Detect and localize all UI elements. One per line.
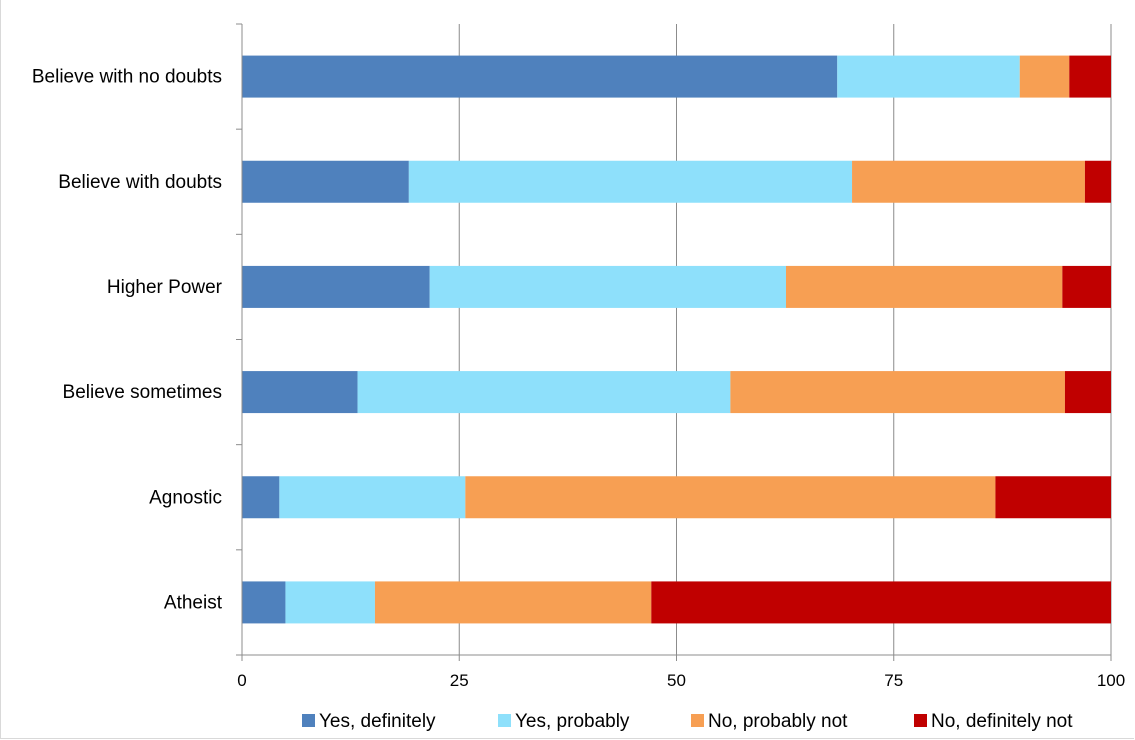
- bar-segment: [242, 160, 409, 203]
- category-label: Believe sometimes: [63, 382, 222, 403]
- bar-segment: [995, 476, 1111, 519]
- bar-segment: [242, 55, 838, 98]
- x-tick-label: 25: [450, 671, 469, 690]
- category-labels: Believe with no doubts Believe with doubt…: [32, 67, 223, 614]
- bar-segment: [785, 265, 1063, 308]
- x-tick-label: 75: [884, 671, 903, 690]
- x-tick-labels: 0 25 50 75 100: [237, 671, 1125, 690]
- legend-swatch: [914, 714, 927, 727]
- bar-segment: [374, 581, 652, 624]
- bar-segment: [837, 55, 1020, 98]
- category-label: Believe with no doubts: [32, 67, 222, 88]
- bar-segment: [1084, 160, 1111, 203]
- category-label: Agnostic: [149, 487, 222, 508]
- bar-segment: [651, 581, 1111, 624]
- bar-segment: [285, 581, 375, 624]
- legend-swatch: [302, 714, 315, 727]
- bar-segment: [429, 265, 786, 308]
- gridlines: [458, 24, 1112, 655]
- bar-segment: [730, 371, 1065, 414]
- legend-swatch: [498, 714, 511, 727]
- legend-label: No, probably not: [708, 711, 848, 732]
- bar-segment: [279, 476, 466, 519]
- bar-segment: [408, 160, 853, 203]
- legend-label: Yes, probably: [515, 711, 630, 732]
- bar-segment: [1069, 55, 1111, 98]
- bar-segment: [242, 371, 358, 414]
- bar-series: [242, 55, 1111, 624]
- legend-label: No, definitely not: [931, 711, 1073, 732]
- category-label: Higher Power: [107, 277, 223, 298]
- x-tick-label: 50: [667, 671, 686, 690]
- bar-segment: [242, 581, 286, 624]
- bar-segment: [1064, 371, 1111, 414]
- category-label: Believe with doubts: [58, 172, 222, 193]
- x-tick-label: 0: [237, 671, 246, 690]
- axes: [236, 23, 1112, 661]
- legend: Yes, definitely Yes, probably No, probably…: [302, 711, 1073, 732]
- legend-label: Yes, definitely: [319, 711, 436, 732]
- bar-segment: [242, 265, 430, 308]
- category-label: Atheist: [164, 592, 223, 613]
- bar-segment: [242, 476, 280, 519]
- legend-swatch: [691, 714, 704, 727]
- bar-segment: [852, 160, 1085, 203]
- x-tick-label: 100: [1097, 671, 1125, 690]
- bar-segment: [465, 476, 996, 519]
- bar-segment: [1019, 55, 1070, 98]
- bar-segment: [357, 371, 731, 414]
- bar-segment: [1062, 265, 1111, 308]
